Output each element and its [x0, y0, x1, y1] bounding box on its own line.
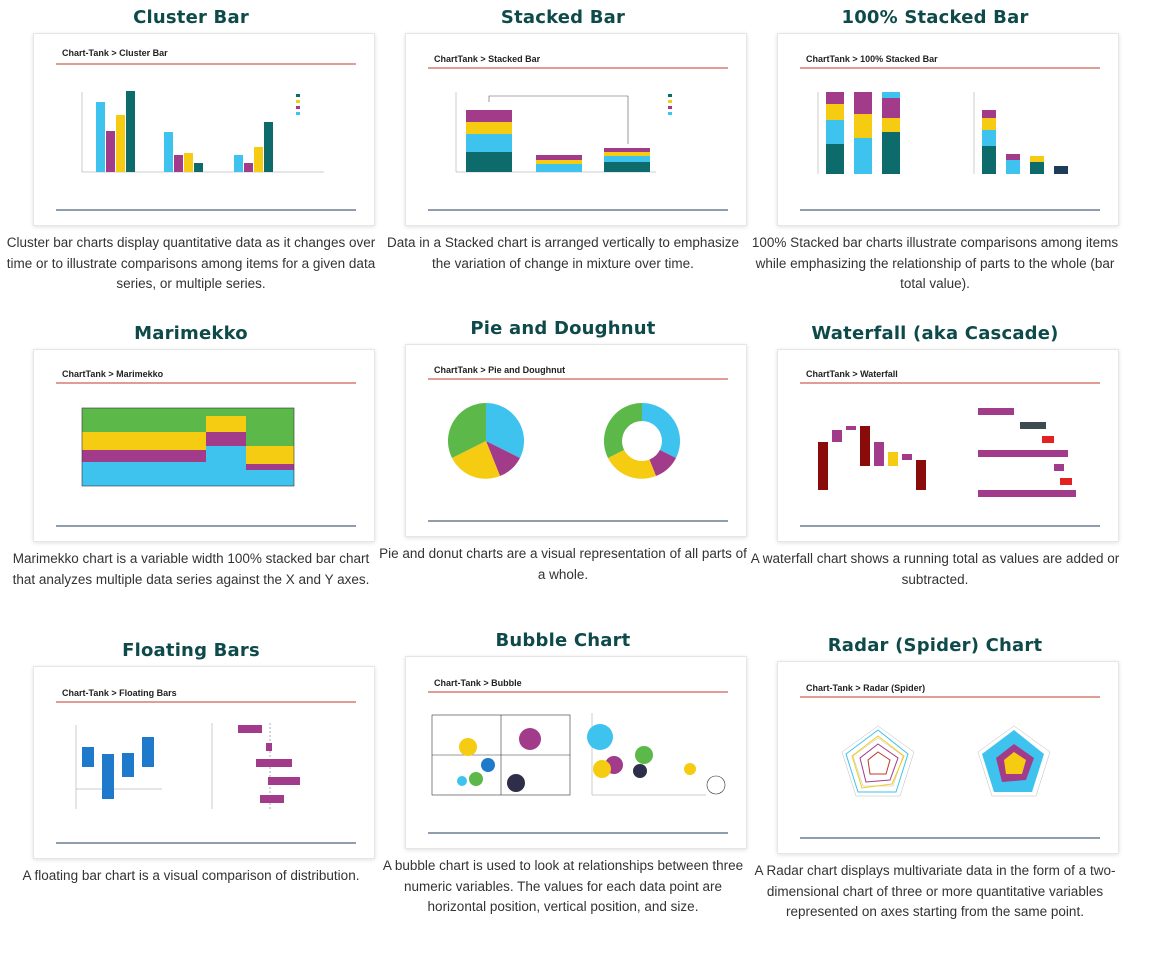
bubble-chart-preview: Chart-Tank > Bubble [428, 678, 728, 834]
chart-thumbnail[interactable]: Chart-Tank > Bubble [405, 656, 747, 849]
marimekko-preview: ChartTank > Marimekko [56, 369, 356, 527]
thumb-breadcrumb: Chart-Tank > Radar (Spider) [806, 683, 925, 693]
chart-thumbnail[interactable]: Chart-Tank > Radar (Spider) [777, 661, 1119, 854]
cluster-bar-preview: Chart-Tank > Cluster Bar [56, 48, 356, 211]
card-title[interactable]: Radar (Spider) Chart [827, 635, 1043, 656]
card-description: A waterfall chart shows a running total … [750, 551, 1120, 587]
stacked-bar-preview: ChartTank > Stacked Bar [428, 54, 728, 211]
chart-thumbnail[interactable]: ChartTank > Pie and Doughnut [405, 344, 747, 537]
card-radar-chart[interactable]: Radar (Spider) Chart Chart-Tank > Radar … [749, 633, 1121, 919]
card-title[interactable]: 100% Stacked Bar [841, 7, 1029, 28]
card-title[interactable]: Waterfall (aka Cascade) [811, 323, 1059, 344]
100-stacked-bar-preview: ChartTank > 100% Stacked Bar [800, 54, 1100, 211]
card-waterfall[interactable]: Waterfall (aka Cascade) ChartTank > Wate… [749, 321, 1121, 587]
pie-doughnut-preview: ChartTank > Pie and Doughnut [428, 365, 728, 522]
card-floating-bars[interactable]: Floating Bars Chart-Tank > Floating Bars… [5, 638, 377, 883]
card-description: Marimekko chart is a variable width 100%… [12, 551, 370, 587]
thumb-breadcrumb: ChartTank > 100% Stacked Bar [806, 54, 938, 64]
card-title[interactable]: Pie and Doughnut [470, 318, 656, 339]
card-title[interactable]: Marimekko [134, 323, 248, 344]
card-bubble-chart[interactable]: Bubble Chart Chart-Tank > Bubble A [377, 628, 749, 914]
card-marimekko[interactable]: Marimekko ChartTank > Marimekko Marimekk… [5, 321, 377, 587]
card-title[interactable]: Cluster Bar [133, 7, 249, 28]
thumb-breadcrumb: Chart-Tank > Floating Bars [62, 688, 177, 698]
chart-thumbnail[interactable]: ChartTank > Waterfall [777, 349, 1119, 542]
chart-thumbnail[interactable]: ChartTank > Stacked Bar [405, 33, 747, 226]
thumb-breadcrumb: ChartTank > Pie and Doughnut [434, 365, 565, 375]
radar-chart-preview: Chart-Tank > Radar (Spider) [800, 683, 1100, 839]
thumb-breadcrumb: ChartTank > Waterfall [806, 369, 898, 379]
card-title[interactable]: Bubble Chart [495, 630, 631, 651]
card-stacked-bar[interactable]: Stacked Bar ChartTank > Stacked Bar [377, 5, 749, 271]
chart-thumbnail[interactable]: Chart-Tank > Cluster Bar [33, 33, 375, 226]
card-description: Pie and donut charts are a visual repres… [379, 546, 747, 582]
thumb-breadcrumb: Chart-Tank > Cluster Bar [62, 48, 168, 58]
thumb-breadcrumb: ChartTank > Marimekko [62, 369, 164, 379]
card-description: A Radar chart displays multivariate data… [754, 863, 1116, 919]
chart-thumbnail[interactable]: Chart-Tank > Floating Bars [33, 666, 375, 859]
card-description: Cluster bar charts display quantitative … [6, 235, 376, 291]
card-description: A bubble chart is used to look at relati… [382, 858, 744, 914]
card-description: Data in a Stacked chart is arranged vert… [387, 235, 739, 271]
waterfall-preview: ChartTank > Waterfall [800, 369, 1100, 527]
thumb-breadcrumb: Chart-Tank > Bubble [434, 678, 522, 688]
card-pie-doughnut[interactable]: Pie and Doughnut ChartTank > Pie and Dou… [377, 316, 749, 582]
thumb-breadcrumb: ChartTank > Stacked Bar [434, 54, 541, 64]
chart-thumbnail[interactable]: ChartTank > 100% Stacked Bar [777, 33, 1119, 226]
card-title[interactable]: Stacked Bar [500, 7, 626, 28]
card-description: 100% Stacked bar charts illustrate compa… [751, 235, 1119, 291]
card-cluster-bar[interactable]: Cluster Bar Chart-Tank > Cluster Bar [5, 5, 377, 291]
card-100-stacked-bar[interactable]: 100% Stacked Bar ChartTank > 100% Stacke… [749, 5, 1121, 291]
floating-bars-preview: Chart-Tank > Floating Bars [56, 688, 356, 844]
card-description: A floating bar chart is a visual compari… [22, 868, 360, 883]
card-title[interactable]: Floating Bars [122, 640, 260, 661]
chart-thumbnail[interactable]: ChartTank > Marimekko [33, 349, 375, 542]
